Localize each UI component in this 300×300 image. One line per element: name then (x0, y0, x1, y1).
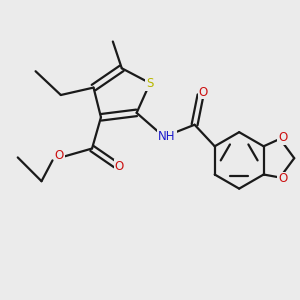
Text: O: O (199, 85, 208, 98)
Text: NH: NH (158, 130, 176, 142)
Text: S: S (146, 76, 154, 90)
Text: O: O (115, 160, 124, 173)
Text: O: O (278, 172, 288, 185)
Text: O: O (55, 149, 64, 162)
Text: O: O (278, 131, 288, 144)
